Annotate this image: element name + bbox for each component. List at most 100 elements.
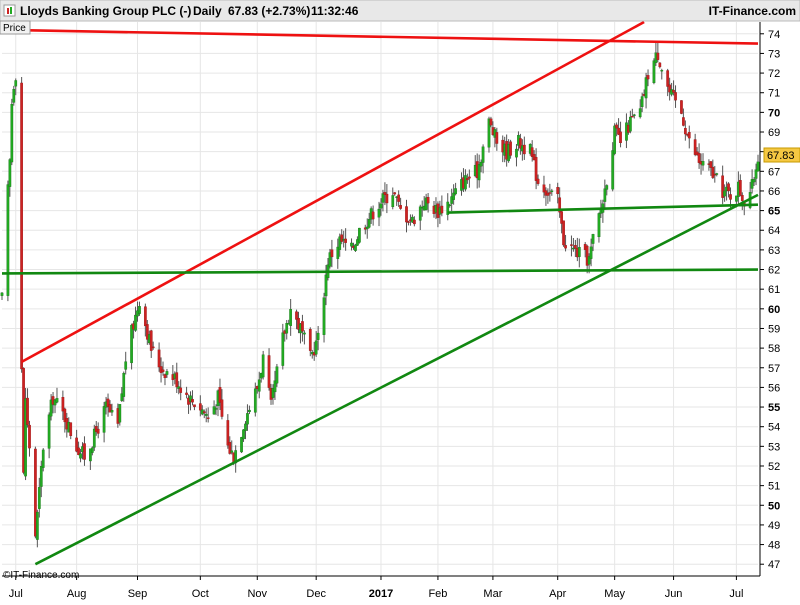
y-tick-label: 72 [768, 68, 780, 80]
candle-up [328, 252, 332, 267]
candle-up [448, 204, 452, 206]
candle-down [393, 192, 397, 195]
y-tick-label: 53 [768, 441, 780, 453]
y-tick-label: 66 [768, 186, 780, 198]
instrument-icon-red-bar [7, 8, 9, 14]
candle-down [218, 387, 222, 403]
candle-up [47, 414, 51, 449]
candle-up [122, 372, 126, 397]
x-tick-label: Feb [428, 588, 447, 600]
quote-label: 67.83 (+2.73%) [228, 4, 310, 18]
y-tick-label: 73 [768, 48, 780, 60]
y-tick-label: 47 [768, 559, 780, 571]
candle-down [740, 195, 744, 201]
candle-down [385, 193, 389, 204]
candle-down [198, 403, 202, 411]
time-label: 11:32:46 [311, 4, 359, 18]
candle-down [149, 330, 153, 351]
candle-up [49, 399, 53, 417]
y-tick-label: 65 [768, 206, 780, 218]
candle-down [77, 447, 80, 456]
candle-up [0, 292, 4, 296]
candle-up [750, 179, 754, 189]
candle-down [69, 422, 73, 437]
candle-up [481, 146, 485, 163]
candle-down [340, 234, 344, 242]
candle-down [709, 161, 713, 168]
candle-down [585, 245, 589, 266]
upper-channel-line [21, 20, 645, 364]
candle-up [411, 216, 414, 223]
candle-up [381, 193, 385, 203]
y-tick-label: 69 [768, 127, 780, 139]
candle-up [314, 340, 318, 355]
candle-up [79, 453, 82, 459]
candle-up [379, 203, 383, 209]
candle-down [562, 220, 565, 246]
y-tick-label: 55 [768, 402, 780, 414]
candle-up [597, 213, 601, 238]
candle-down [646, 75, 650, 80]
candle-down [308, 329, 312, 351]
candle-up [515, 148, 518, 158]
candle-down [83, 443, 86, 460]
x-tick-label: Aug [67, 588, 87, 600]
candle-down [26, 397, 29, 425]
candle-down [495, 132, 499, 144]
candle-down [228, 442, 232, 454]
candle-up [246, 413, 249, 425]
candle-up [589, 246, 593, 259]
candle-down [564, 245, 567, 249]
candle-up [303, 332, 306, 335]
candle-up [487, 118, 491, 148]
candle-up [90, 447, 94, 453]
candle-up [367, 218, 371, 228]
candle-up [10, 104, 14, 163]
candle-up [89, 448, 92, 462]
candle-down [151, 346, 155, 349]
interval-label: Daily [193, 4, 222, 18]
candle-down [536, 178, 540, 184]
candle-down [466, 178, 469, 181]
candle-up [24, 398, 27, 477]
candle-down [672, 89, 675, 93]
last-price-label: 67.83 [767, 150, 795, 162]
candle-up [638, 108, 642, 118]
candle-down [570, 244, 573, 246]
candle-down [522, 144, 526, 155]
candle-down [371, 211, 375, 220]
brand-label: IT-Finance.com [709, 4, 796, 18]
candle-up [735, 195, 738, 202]
price-tab[interactable] [0, 20, 31, 35]
candle-down [658, 62, 662, 68]
candle-up [756, 161, 760, 172]
candle-up [640, 96, 644, 108]
candle-up [391, 195, 395, 208]
candle-down [697, 153, 701, 163]
candle-down [179, 387, 183, 393]
candle-up [324, 274, 328, 297]
candle-down [344, 238, 347, 243]
candle-up [289, 309, 293, 326]
candle-down [519, 138, 522, 149]
instrument-icon[interactable] [3, 4, 16, 17]
candle-down [301, 321, 304, 332]
y-tick-label: 58 [768, 343, 780, 355]
candle-up [248, 409, 251, 413]
candle-down [405, 206, 408, 223]
y-tick-label: 74 [768, 29, 780, 41]
short-support-line [447, 203, 759, 214]
candle-down [407, 221, 410, 223]
candle-down [687, 132, 691, 139]
x-tick-label: Oct [192, 588, 209, 600]
candle-down [683, 128, 687, 135]
candle-down [619, 131, 622, 144]
candle-down [617, 127, 620, 135]
watermark: ©IT-Finance.com [3, 570, 79, 581]
candle-up [316, 332, 320, 340]
candle-up [605, 185, 609, 190]
candle-down [729, 194, 732, 200]
candle-up [591, 234, 595, 244]
candle-down [295, 311, 298, 320]
